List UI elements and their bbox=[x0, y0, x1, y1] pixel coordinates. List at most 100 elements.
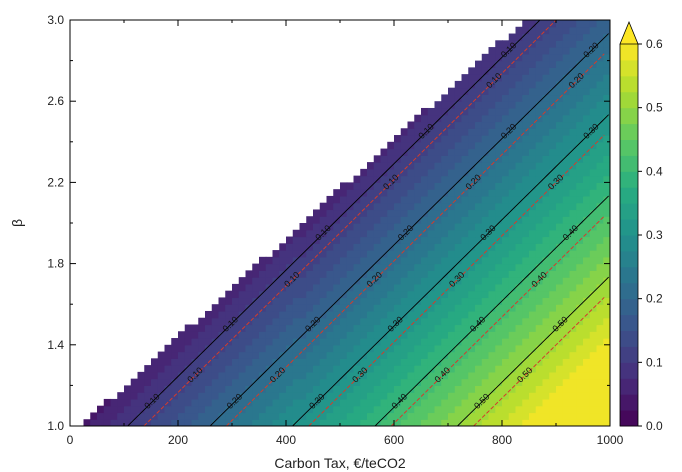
contour-cell bbox=[589, 47, 598, 55]
contour-cell bbox=[286, 304, 294, 312]
contour-cell bbox=[515, 67, 523, 75]
contour-cell bbox=[515, 405, 523, 414]
contour-cell bbox=[542, 310, 550, 319]
contour-cell bbox=[387, 148, 395, 156]
contour-cell bbox=[360, 283, 368, 292]
contour-cell bbox=[346, 297, 355, 305]
contour-cell bbox=[394, 392, 402, 400]
contour-cell bbox=[596, 202, 604, 211]
contour-cell bbox=[272, 283, 280, 292]
contour-cell bbox=[569, 263, 577, 271]
contour-cell bbox=[488, 168, 496, 177]
contour-cell bbox=[360, 398, 368, 407]
contour-cell bbox=[178, 344, 186, 353]
contour-cell bbox=[151, 412, 159, 420]
contour-cell bbox=[286, 338, 294, 346]
contour-cell bbox=[299, 283, 307, 292]
contour-cell bbox=[589, 60, 598, 68]
contour-cell bbox=[468, 216, 476, 224]
contour-cell bbox=[454, 135, 463, 143]
contour-cell bbox=[569, 304, 577, 312]
contour-cell bbox=[589, 365, 598, 373]
contour-cell bbox=[232, 304, 240, 312]
contour-cell bbox=[502, 67, 510, 75]
contour-cell bbox=[488, 371, 496, 380]
contour-cell bbox=[313, 419, 321, 426]
contour-cell bbox=[535, 351, 544, 359]
contour-cell bbox=[556, 216, 564, 224]
contour-cell bbox=[569, 87, 577, 96]
contour-cell bbox=[576, 74, 584, 82]
contour-cell bbox=[535, 419, 544, 426]
contour-cell bbox=[535, 175, 544, 183]
contour-cell bbox=[461, 344, 469, 353]
contour-cell bbox=[603, 310, 610, 319]
contour-cell bbox=[529, 277, 537, 285]
contour-cell bbox=[441, 202, 449, 211]
contour-cell bbox=[367, 358, 375, 366]
contour-cell bbox=[522, 87, 530, 96]
contour-cell bbox=[454, 310, 463, 319]
contour-cell bbox=[259, 351, 267, 359]
contour-cell bbox=[272, 405, 280, 414]
contour-cell bbox=[353, 189, 361, 197]
contour-cell bbox=[245, 344, 253, 353]
contour-cell bbox=[468, 365, 476, 373]
contour-cell bbox=[441, 162, 449, 170]
contour-cell bbox=[556, 162, 564, 170]
contour-cell bbox=[245, 358, 253, 366]
contour-cell bbox=[562, 94, 571, 102]
contour-cell bbox=[137, 398, 145, 407]
contour-cell bbox=[427, 297, 436, 305]
contour-cell bbox=[245, 338, 253, 346]
contour-cell bbox=[448, 270, 456, 278]
contour-cell bbox=[313, 270, 321, 278]
contour-cell bbox=[522, 331, 530, 339]
contour-cell bbox=[367, 310, 375, 319]
contour-cell bbox=[522, 256, 530, 265]
contour-cell bbox=[427, 223, 436, 231]
contour-cell bbox=[508, 405, 517, 414]
contour-cell bbox=[522, 121, 530, 129]
contour-cell bbox=[198, 385, 206, 393]
contour-cell bbox=[245, 398, 253, 407]
contour-cell bbox=[346, 392, 355, 400]
contour-cell bbox=[286, 358, 294, 366]
contour-cell bbox=[535, 236, 544, 244]
contour-cell bbox=[313, 338, 321, 346]
contour-cell bbox=[367, 216, 375, 224]
contour-cell bbox=[481, 304, 490, 312]
contour-cell bbox=[333, 412, 341, 420]
contour-cell bbox=[238, 277, 247, 285]
contour-cell bbox=[549, 270, 557, 278]
contour-cell bbox=[279, 297, 287, 305]
contour-cell bbox=[522, 277, 530, 285]
contour-cell bbox=[272, 358, 280, 366]
contour-cell bbox=[434, 107, 442, 116]
contour-cell bbox=[562, 351, 571, 359]
contour-cell bbox=[468, 87, 476, 96]
contour-cell bbox=[596, 378, 604, 386]
contour-cell bbox=[461, 283, 469, 292]
contour-cell bbox=[448, 121, 456, 129]
contour-cell bbox=[421, 202, 429, 211]
contour-cell bbox=[333, 290, 341, 299]
contour-cell bbox=[495, 40, 503, 48]
contour-cell bbox=[461, 209, 469, 217]
contour-cell bbox=[441, 304, 449, 312]
contour-cell bbox=[529, 405, 537, 414]
contour-cell bbox=[583, 270, 591, 278]
contour-cell bbox=[333, 209, 341, 217]
contour-cell bbox=[333, 344, 341, 353]
contour-cell bbox=[380, 162, 388, 170]
contour-cell bbox=[427, 283, 436, 292]
contour-cell bbox=[292, 270, 301, 278]
contour-cell bbox=[515, 47, 523, 55]
contour-cell bbox=[576, 60, 584, 68]
contour-cell bbox=[576, 405, 584, 414]
contour-cell bbox=[265, 378, 274, 386]
contour-cell bbox=[414, 412, 422, 420]
contour-cell bbox=[488, 297, 496, 305]
contour-cell bbox=[292, 351, 301, 359]
contour-cell bbox=[279, 351, 287, 359]
